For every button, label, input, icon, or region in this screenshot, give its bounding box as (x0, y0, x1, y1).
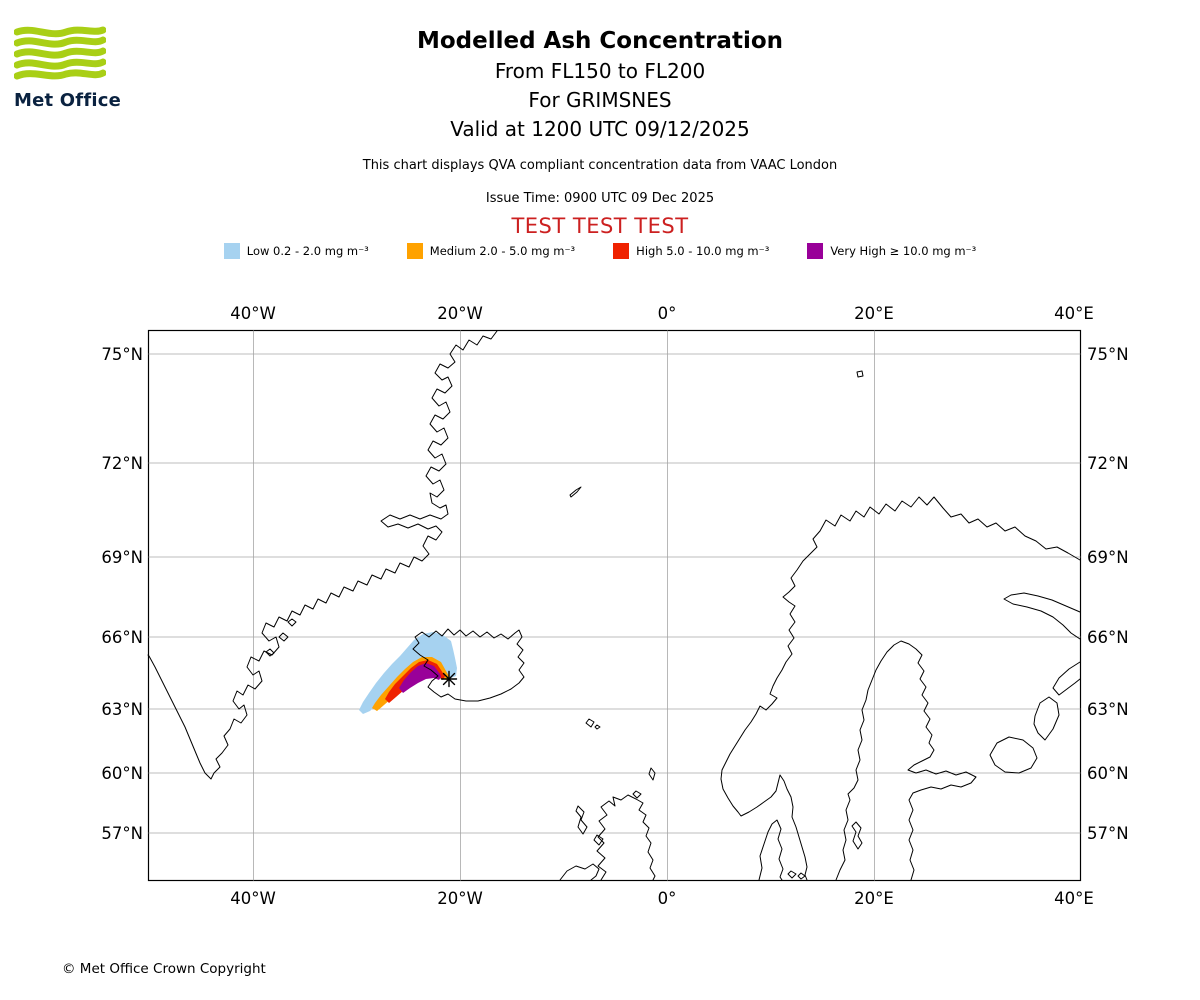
ash-plume-very-high (399, 663, 441, 693)
coastline-iceland (412, 628, 525, 702)
coastline-denmark (758, 819, 806, 881)
jan-mayen-island (569, 486, 582, 498)
qva-note: This chart displays QVA compliant concen… (362, 158, 838, 173)
legend-label-very-high: Very High ≥ 10.0 mg m⁻³ (830, 244, 977, 258)
y-tick-label: 66°N (1087, 628, 1129, 647)
legend: Low 0.2 - 2.0 mg m⁻³ Medium 2.0 - 5.0 mg… (0, 243, 1200, 259)
test-banner: TEST TEST TEST (511, 214, 689, 238)
y-tick-label: 57°N (101, 824, 143, 843)
met-office-logo-text: Met Office (14, 90, 122, 111)
x-tick-label: 0° (658, 304, 677, 323)
legend-item-low: Low 0.2 - 2.0 mg m⁻³ (223, 243, 369, 259)
x-axis-bottom-labels: 40°W 20°W 0° 20°E 40°E (230, 889, 1094, 908)
y-tick-label: 72°N (1087, 454, 1129, 473)
y-tick-label: 63°N (1087, 700, 1129, 719)
copyright-notice: © Met Office Crown Copyright (62, 961, 266, 977)
y-tick-label: 60°N (101, 764, 143, 783)
lake-ladoga (989, 736, 1038, 774)
x-tick-label: 40°W (230, 889, 276, 908)
bear-island (856, 370, 864, 378)
map: 40°W 20°W 0° 20°E 40°E 40°W 20°W 0° 20°E… (100, 295, 1140, 910)
issue-time: Issue Time: 0900 UTC 09 Dec 2025 (485, 191, 715, 206)
x-tick-label: 20°E (854, 304, 894, 323)
gotland-island (851, 821, 863, 850)
page-title: Modelled Ash Concentration (416, 28, 784, 54)
coastlines (147, 330, 1081, 881)
y-tick-label: 66°N (101, 628, 143, 647)
y-tick-label: 69°N (1087, 548, 1129, 567)
greenland-islands (265, 618, 297, 657)
x-tick-label: 0° (658, 889, 677, 908)
coastline-norway (720, 496, 1081, 881)
subtitle-flight-levels: From FL150 to FL200 (494, 59, 706, 83)
legend-label-high: High 5.0 - 10.0 mg m⁻³ (636, 244, 770, 258)
legend-label-medium: Medium 2.0 - 5.0 mg m⁻³ (429, 244, 576, 258)
legend-item-high: High 5.0 - 10.0 mg m⁻³ (613, 243, 769, 259)
y-tick-label: 75°N (1087, 345, 1129, 364)
coastline-ireland-fragment (559, 863, 600, 881)
coastline-scotland (596, 794, 656, 881)
x-tick-label: 40°W (230, 304, 276, 323)
title-block: Modelled Ash Concentration From FL150 to… (0, 28, 1200, 141)
y-axis-left-labels: 75°N 72°N 69°N 66°N 63°N 60°N 57°N (101, 345, 143, 843)
x-tick-label: 20°E (854, 889, 894, 908)
met-office-logo: Met Office (13, 24, 124, 111)
y-tick-label: 60°N (1087, 764, 1129, 783)
legend-label-low: Low 0.2 - 2.0 mg m⁻³ (246, 244, 369, 258)
faroe-islands (585, 718, 601, 730)
x-tick-label: 20°W (437, 889, 483, 908)
y-tick-label: 57°N (1087, 824, 1129, 843)
y-tick-label: 63°N (101, 700, 143, 719)
hebrides-islands (575, 805, 604, 846)
y-tick-label: 69°N (101, 548, 143, 567)
shetland-orkney-islands (632, 767, 656, 799)
x-axis-top-labels: 40°W 20°W 0° 20°E 40°E (230, 304, 1094, 323)
coastline-white-sea (1003, 592, 1081, 696)
ash-plume (359, 632, 457, 714)
coastline-sweden-finland-baltic (835, 640, 977, 881)
y-axis-right-labels: 75°N 72°N 69°N 66°N 63°N 60°N 57°N (1087, 345, 1129, 843)
map-svg: 40°W 20°W 0° 20°E 40°E 40°W 20°W 0° 20°E… (101, 304, 1129, 908)
graticule (148, 330, 1081, 881)
subtitle-volcano: For GRIMSNES (528, 88, 672, 112)
coastline-greenland (147, 330, 498, 780)
legend-item-very-high: Very High ≥ 10.0 mg m⁻³ (807, 243, 976, 259)
x-tick-label: 20°W (437, 304, 483, 323)
lake-onega (1033, 696, 1060, 741)
legend-swatch-low (223, 243, 240, 259)
legend-item-medium: Medium 2.0 - 5.0 mg m⁻³ (406, 243, 576, 259)
x-tick-label: 40°E (1054, 889, 1094, 908)
legend-swatch-high (613, 243, 630, 259)
legend-swatch-medium (406, 243, 423, 259)
legend-swatch-very-high (807, 243, 824, 259)
volcano-marker (440, 670, 458, 688)
x-tick-label: 40°E (1054, 304, 1094, 323)
y-tick-label: 72°N (101, 454, 143, 473)
y-tick-label: 75°N (101, 345, 143, 364)
subtitle-valid-time: Valid at 1200 UTC 09/12/2025 (450, 117, 750, 141)
met-office-logo-waves (13, 26, 107, 80)
